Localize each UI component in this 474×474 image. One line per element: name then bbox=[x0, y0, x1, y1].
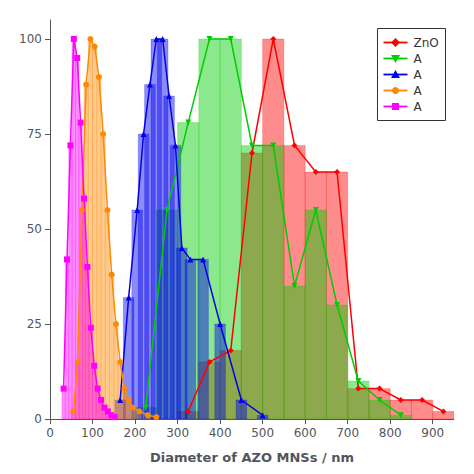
svg-text:A: A bbox=[414, 52, 423, 66]
svg-text:A: A bbox=[414, 100, 423, 114]
svg-text:400: 400 bbox=[209, 426, 232, 440]
svg-text:A: A bbox=[414, 68, 423, 82]
svg-text:0: 0 bbox=[46, 426, 54, 440]
svg-text:100: 100 bbox=[19, 32, 42, 46]
svg-text:800: 800 bbox=[379, 426, 402, 440]
svg-text:200: 200 bbox=[124, 426, 147, 440]
svg-text:25: 25 bbox=[27, 317, 42, 331]
svg-text:600: 600 bbox=[294, 426, 317, 440]
svg-text:50: 50 bbox=[27, 222, 42, 236]
svg-text:700: 700 bbox=[336, 426, 359, 440]
svg-text:A: A bbox=[414, 84, 423, 98]
svg-text:300: 300 bbox=[166, 426, 189, 440]
svg-text:500: 500 bbox=[251, 426, 274, 440]
svg-text:75: 75 bbox=[27, 127, 42, 141]
svg-text:Diameter of AZO MNSs / nm: Diameter of AZO MNSs / nm bbox=[150, 450, 354, 465]
svg-text:0: 0 bbox=[34, 412, 42, 426]
svg-text:900: 900 bbox=[421, 426, 444, 440]
svg-text:ZnO: ZnO bbox=[414, 36, 439, 50]
svg-text:100: 100 bbox=[81, 426, 104, 440]
